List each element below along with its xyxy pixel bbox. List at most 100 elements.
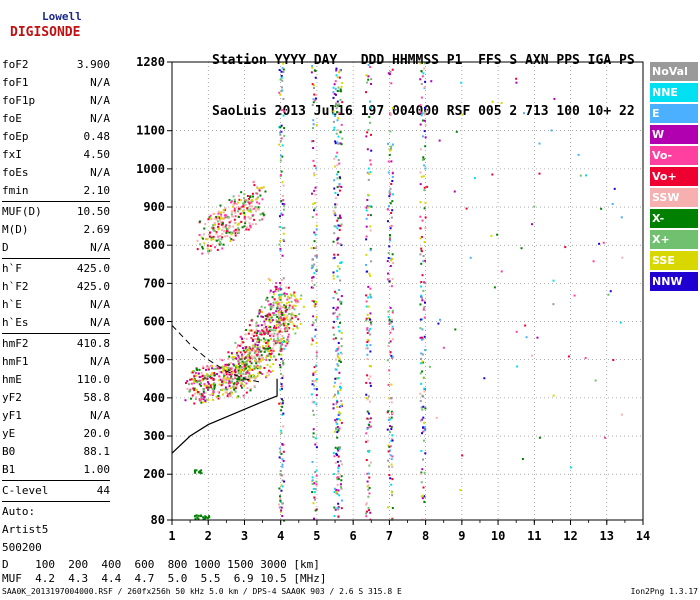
echo-point [255,364,258,367]
echo-point [281,227,284,230]
echo-point [230,370,233,373]
echo-point [390,425,393,428]
echo-point [423,316,426,319]
echo-point [333,385,336,388]
echo-point [219,378,222,381]
echo-point [242,380,245,383]
echo-point [208,233,211,236]
echo-point [333,395,336,398]
echo-point [369,384,372,387]
echo-point [251,344,254,347]
echo-point [312,487,315,490]
echo-point [279,349,282,352]
echo-point [269,325,272,328]
param-label: yF2 [2,391,22,404]
echo-point [245,372,248,375]
echo-point [206,386,209,389]
echo-point [420,295,423,298]
echo-point [212,238,215,241]
echo-point [337,455,340,458]
echo-point [244,347,247,350]
echo-point [388,425,391,428]
echo-point [268,291,271,294]
echo-point [335,368,338,371]
echo-point [256,186,259,189]
echo-point [338,329,341,332]
echo-point [203,227,206,230]
echo-point [337,506,340,509]
echo-point [269,305,272,308]
echo-point [335,421,338,424]
echo-point [435,416,438,419]
echo-point [195,396,198,399]
y-tick-label: 200 [143,467,165,481]
echo-point [253,367,256,370]
echo-point [198,383,201,386]
echo-point [604,436,607,439]
echo-point [235,353,238,356]
echo-point [390,428,393,431]
param-label: D [2,241,9,254]
echo-point [248,377,251,380]
param-label: h`F [2,262,22,275]
echo-point [248,372,251,375]
echo-point [253,385,256,388]
echo-point [279,500,282,503]
echo-point [249,210,252,213]
echo-point [365,512,368,515]
echo-point [240,379,243,382]
echo-point [206,247,209,250]
echo-point [336,349,339,352]
echo-point [199,399,202,402]
echo-point [217,242,220,245]
echo-point [420,352,423,355]
echo-point [282,293,285,296]
echo-point [387,316,390,319]
echo-point [280,509,283,512]
echo-point [217,212,220,215]
param-value: 58.8 [83,391,111,404]
echo-point [341,403,344,406]
echo-point [238,356,241,359]
echo-point [278,309,281,312]
echo-point [204,223,207,226]
echo-point [221,223,224,226]
param-label: M(D) [2,223,29,236]
echo-point [271,347,274,350]
echo-point [227,364,230,367]
echo-point [226,376,229,379]
echo-point [311,324,314,327]
echo-point [240,343,243,346]
param-row: yE 20.0 [2,425,110,443]
echo-point [268,329,271,332]
echo-point [217,379,220,382]
echo-point [222,367,225,370]
echo-point [195,374,198,377]
echo-point [337,476,340,479]
echo-point [246,354,249,357]
echo-point [284,307,287,310]
echo-point [332,326,335,329]
echo-point [230,201,233,204]
echo-point [272,297,275,300]
echo-point [420,262,423,265]
echo-point [420,362,423,365]
echo-point [386,142,389,145]
echo-point [273,325,276,328]
echo-point [283,340,286,343]
param-group-critical-frequencies: foF2 3.900 foF1 N/A foF1p N/A foE N/A foEp 0.48 fx… [2,56,110,200]
echo-point [258,331,261,334]
echo-point [339,389,342,392]
echo-point [333,455,336,458]
echo-point [194,471,197,474]
echo-point [294,304,297,307]
echo-point [269,303,272,306]
echo-point [256,355,259,358]
echo-point [333,232,336,235]
echo-point [333,320,336,323]
echo-point [270,352,273,355]
echo-point [279,344,282,347]
echo-point [259,194,262,197]
echo-point [315,269,318,272]
echo-point [367,339,370,342]
